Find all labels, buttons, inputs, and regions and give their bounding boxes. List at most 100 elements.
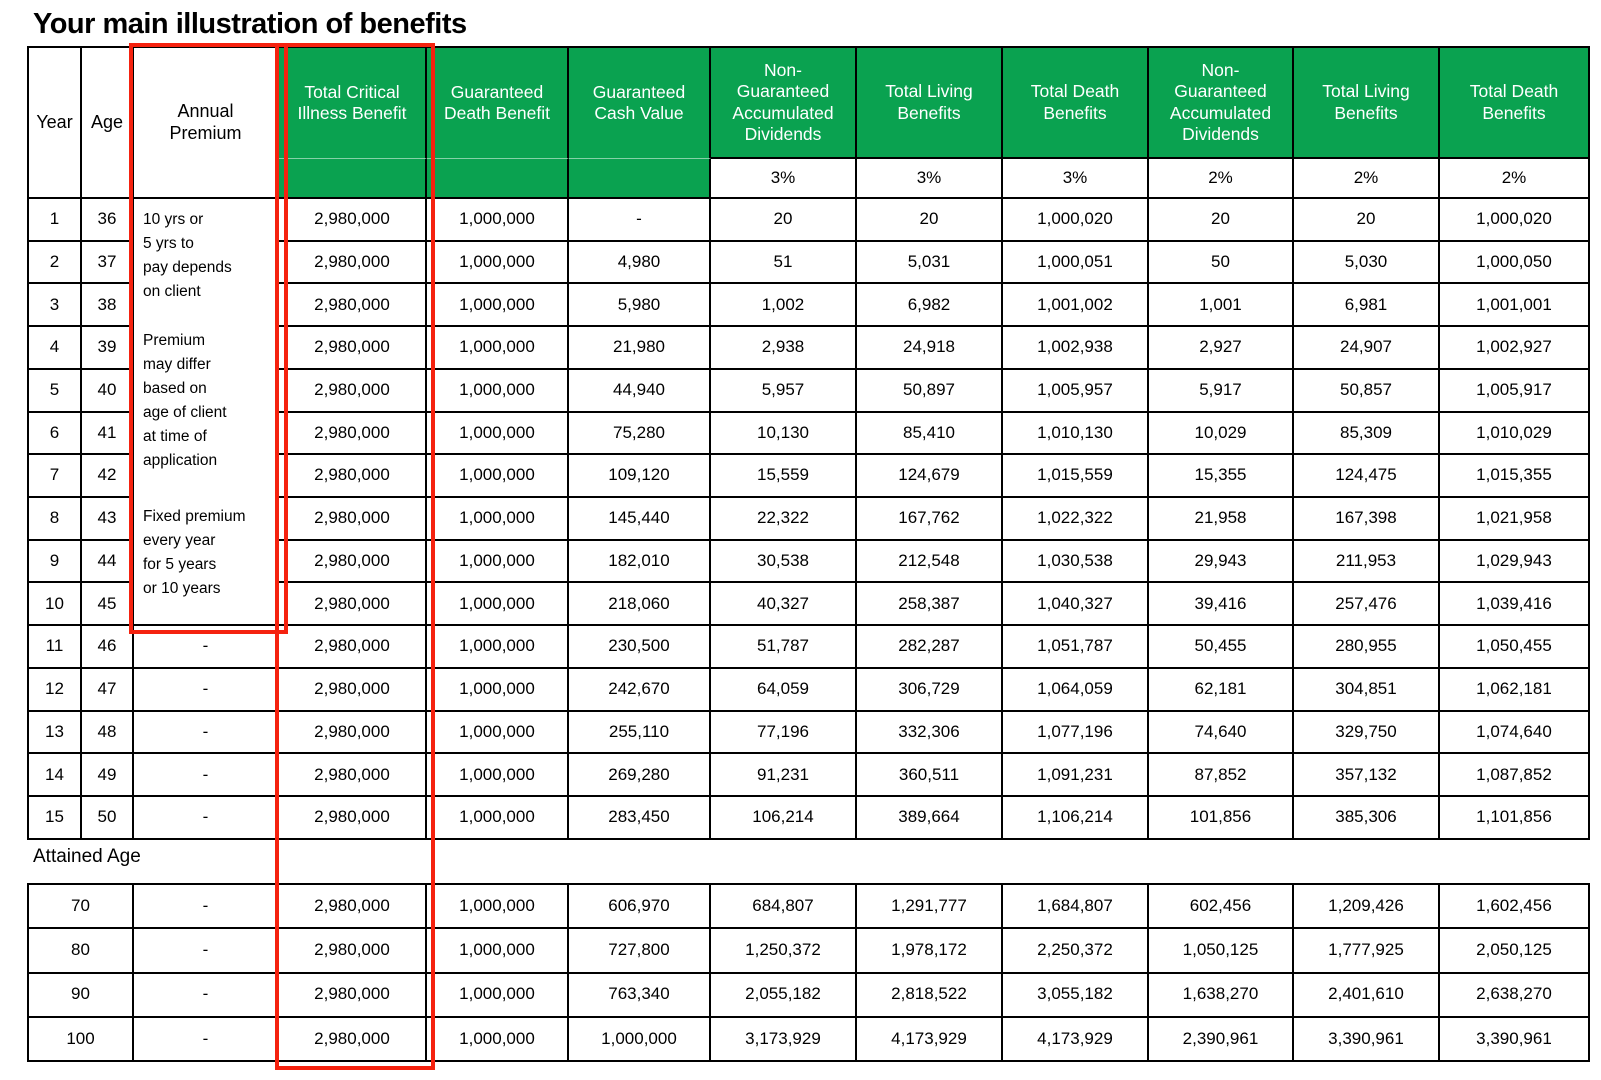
value-cell: 1,050,455 (1440, 626, 1590, 669)
value-cell: 20 (711, 199, 857, 242)
premium-cell: - (134, 1017, 279, 1062)
value-cell: 21,980 (569, 327, 711, 370)
age-cell: 41 (82, 412, 134, 456)
year-cell: 4 (29, 327, 82, 370)
value-cell: 1,021,958 (1440, 498, 1590, 541)
value-cell: 1,002,938 (1003, 327, 1149, 370)
value-cell: 2,980,000 (279, 241, 427, 285)
attained-age-cell: 80 (29, 929, 134, 974)
value-cell: 1,000,000 (427, 929, 569, 974)
value-cell: 2,980,000 (279, 929, 427, 974)
year-cell: 10 (29, 583, 82, 627)
value-cell: 357,132 (1294, 754, 1440, 798)
value-cell: 1,250,372 (711, 929, 857, 974)
premium-note-age-dependency: Premium may differ based on age of clien… (143, 332, 227, 470)
age-cell: 48 (82, 711, 134, 755)
value-cell: 10,029 (1149, 412, 1294, 456)
value-cell: 1,015,355 (1440, 455, 1590, 499)
value-cell: 5,957 (711, 369, 857, 413)
value-cell: 1,040,327 (1003, 583, 1149, 627)
value-cell: 304,851 (1294, 668, 1440, 712)
benefits-table: Year Age Annual Premium Total Critical I… (27, 46, 1590, 840)
value-cell: 1,602,456 (1440, 885, 1590, 930)
age-cell: 42 (82, 455, 134, 499)
value-cell: 1,000,051 (1003, 241, 1149, 285)
value-cell: 1,091,231 (1003, 754, 1149, 798)
value-cell: 1,101,856 (1440, 797, 1590, 840)
value-cell: 20 (1294, 199, 1440, 242)
value-cell: 4,173,929 (857, 1017, 1003, 1062)
value-cell: 39,416 (1149, 583, 1294, 627)
value-cell: 15,559 (711, 455, 857, 499)
year-cell: 3 (29, 284, 82, 328)
value-cell: 5,030 (1294, 241, 1440, 285)
value-cell: 1,087,852 (1440, 754, 1590, 798)
value-cell: 24,918 (857, 327, 1003, 370)
value-cell: 2,980,000 (279, 711, 427, 755)
premium-cell: - (134, 885, 279, 930)
value-cell: 1,015,559 (1003, 455, 1149, 499)
year-cell: 12 (29, 668, 82, 712)
value-cell: 258,387 (857, 583, 1003, 627)
age-cell: 47 (82, 668, 134, 712)
column-header-non-guaranteed-accumulated-dividends-3pct: Non- Guaranteed Accumulated Dividends (711, 48, 857, 159)
value-cell: 2,980,000 (279, 973, 427, 1018)
value-cell: 75,280 (569, 412, 711, 456)
value-cell: 1,638,270 (1149, 973, 1294, 1018)
age-cell: 50 (82, 797, 134, 840)
value-cell: 1,000,000 (427, 369, 569, 413)
value-cell: 124,679 (857, 455, 1003, 499)
value-cell: 763,340 (569, 973, 711, 1018)
value-cell: 1,291,777 (857, 885, 1003, 930)
premium-note-fixed-premium: Fixed premium every year for 5 years or … (143, 508, 246, 598)
value-cell: 1,050,125 (1149, 929, 1294, 974)
value-cell: 24,907 (1294, 327, 1440, 370)
value-cell: 85,410 (857, 412, 1003, 456)
attained-age-cell: 90 (29, 973, 134, 1018)
rate-subheader-blank (279, 159, 427, 199)
premium-note-payment-term: 10 yrs or 5 yrs to pay depends on client (143, 211, 232, 301)
value-cell: 29,943 (1149, 540, 1294, 584)
age-cell: 38 (82, 284, 134, 328)
attained-age-cell: 70 (29, 885, 134, 930)
value-cell: 269,280 (569, 754, 711, 798)
value-cell: 1,005,957 (1003, 369, 1149, 413)
value-cell: 2,980,000 (279, 284, 427, 328)
value-cell: 306,729 (857, 668, 1003, 712)
value-cell: 218,060 (569, 583, 711, 627)
value-cell: 1,074,640 (1440, 711, 1590, 755)
value-cell: 74,640 (1149, 711, 1294, 755)
value-cell: 1,010,130 (1003, 412, 1149, 456)
value-cell: 50,857 (1294, 369, 1440, 413)
age-cell: 49 (82, 754, 134, 798)
column-header-total-living-benefits-2pct: Total Living Benefits (1294, 48, 1440, 159)
rate-subheader-3pct: 3% (1003, 159, 1149, 199)
column-header-total-death-benefits-2pct: Total Death Benefits (1440, 48, 1590, 159)
value-cell: 1,000,000 (427, 284, 569, 328)
rate-subheader-2pct: 2% (1294, 159, 1440, 199)
value-cell: 2,401,610 (1294, 973, 1440, 1018)
value-cell: 1,209,426 (1294, 885, 1440, 930)
value-cell: 2,980,000 (279, 455, 427, 499)
value-cell: 1,777,925 (1294, 929, 1440, 974)
value-cell: 1,978,172 (857, 929, 1003, 974)
value-cell: 1,001,001 (1440, 284, 1590, 328)
value-cell: 1,000,020 (1003, 199, 1149, 242)
rate-subheader-3pct: 3% (857, 159, 1003, 199)
year-cell: 13 (29, 711, 82, 755)
value-cell: 2,980,000 (279, 540, 427, 584)
value-cell: 1,000,000 (427, 626, 569, 669)
value-cell: 1,030,538 (1003, 540, 1149, 584)
value-cell: 1,051,787 (1003, 626, 1149, 669)
column-header-non-guaranteed-accumulated-dividends-2pct: Non- Guaranteed Accumulated Dividends (1149, 48, 1294, 159)
value-cell: 1,001 (1149, 284, 1294, 328)
age-cell: 46 (82, 626, 134, 669)
value-cell: 77,196 (711, 711, 857, 755)
value-cell: 282,287 (857, 626, 1003, 669)
column-header-annual-premium: Annual Premium (134, 48, 279, 199)
value-cell: - (569, 199, 711, 242)
value-cell: 10,130 (711, 412, 857, 456)
column-header-guaranteed-death-benefit: Guaranteed Death Benefit (427, 48, 569, 159)
age-cell: 43 (82, 498, 134, 541)
